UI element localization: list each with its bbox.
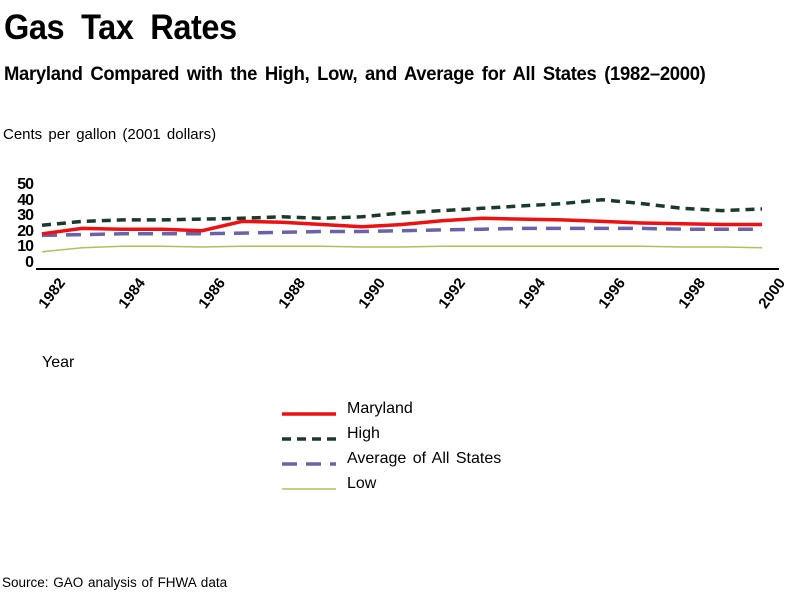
- y-axis-tick-label: 30: [17, 207, 34, 224]
- legend-item-average: Average of All States: [282, 446, 501, 471]
- series-line-high: [41, 197, 763, 228]
- series-line-average-of-all-states: [41, 226, 762, 238]
- y-axis-units-label: Cents per gallon (2001 dollars): [3, 126, 217, 143]
- chart-legend: Maryland High Average of All States Low: [282, 396, 501, 496]
- low-line-swatch-icon: [282, 480, 336, 490]
- legend-label: Low: [347, 474, 377, 492]
- y-axis-tick-label: 0: [25, 253, 34, 271]
- y-axis-tick-label: 40: [17, 191, 34, 209]
- page-subtitle: Maryland Compared with the High, Low, an…: [4, 64, 706, 85]
- y-axis-tick-label: 20: [17, 222, 34, 240]
- y-axis-tick-label: 50: [17, 176, 34, 193]
- legend-item-low: Low: [282, 471, 501, 496]
- maryland-line-swatch-icon: [282, 405, 336, 416]
- legend-label: Average of All States: [347, 449, 502, 467]
- page-title: Gas Tax Rates: [4, 8, 237, 47]
- y-axis-tick-label: 10: [17, 238, 34, 255]
- series-line-maryland: [41, 216, 762, 236]
- legend-label: Maryland: [347, 399, 413, 417]
- source-note: Source: GAO analysis of FHWA data: [2, 575, 228, 590]
- legend-item-high: High: [282, 421, 501, 446]
- average-line-swatch-icon: [282, 455, 336, 466]
- high-line-swatch-icon: [282, 430, 336, 441]
- series-line-low: [41, 245, 763, 253]
- legend-item-maryland: Maryland: [282, 396, 501, 421]
- x-axis-title: Year: [42, 354, 75, 371]
- legend-label: High: [347, 424, 380, 442]
